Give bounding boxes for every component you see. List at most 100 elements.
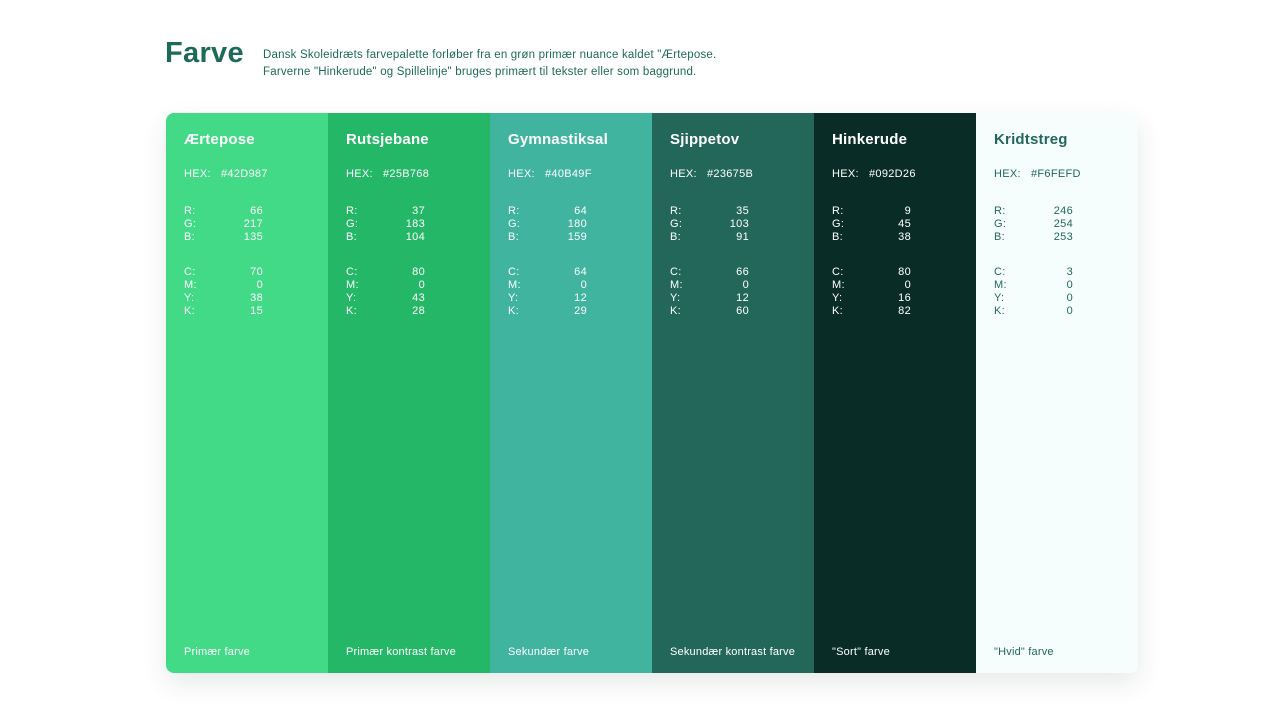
cmyk-row-c: C: 66: [670, 266, 749, 279]
cmyk-row-m: M: 0: [346, 279, 425, 292]
hex-value: #23675B: [707, 168, 754, 180]
cmyk-row-y: Y: 12: [670, 292, 749, 305]
g-value: 103: [729, 218, 749, 230]
m-value: 0: [904, 279, 911, 291]
k-label: K:: [184, 305, 195, 317]
rgb-row-r: R: 66: [184, 205, 263, 218]
b-label: B:: [346, 231, 357, 243]
m-label: M:: [346, 279, 359, 291]
hex-value: #F6FEFD: [1031, 168, 1081, 180]
swatch-name: Gymnastiksal: [508, 131, 608, 148]
cmyk-row-k: K: 28: [346, 305, 425, 318]
page-description-line-1: Dansk Skoleidræts farvepalette forløber …: [263, 49, 717, 61]
rgb-row-b: B: 104: [346, 231, 425, 244]
k-label: K:: [346, 305, 357, 317]
r-label: R:: [670, 205, 682, 217]
k-value: 15: [250, 305, 263, 317]
hex-row: HEX: #092D26: [832, 168, 958, 181]
hex-label: HEX:: [832, 168, 859, 180]
k-label: K:: [670, 305, 681, 317]
swatch-caption: "Sort" farve: [832, 646, 890, 658]
k-label: K:: [832, 305, 843, 317]
r-value: 9: [904, 205, 911, 217]
y-value: 38: [250, 292, 263, 304]
swatch-name: Hinkerude: [832, 131, 908, 148]
rgb-row-r: R: 64: [508, 205, 587, 218]
color-palette-strip: Ærtepose HEX: #42D987 R: 66 G: 217 B: 135 C…: [166, 113, 1138, 673]
g-value: 254: [1053, 218, 1073, 230]
cmyk-values: C: 80 M: 0 Y: 43 K: 28: [346, 266, 425, 318]
g-label: G:: [184, 218, 197, 230]
cmyk-row-c: C: 80: [832, 266, 911, 279]
cmyk-row-m: M: 0: [670, 279, 749, 292]
rgb-row-b: B: 91: [670, 231, 749, 244]
b-label: B:: [184, 231, 195, 243]
cmyk-row-c: C: 80: [346, 266, 425, 279]
hex-label: HEX:: [508, 168, 535, 180]
cmyk-row-k: K: 29: [508, 305, 587, 318]
hex-label: HEX:: [670, 168, 697, 180]
hex-value: #40B49F: [545, 168, 592, 180]
cmyk-row-c: C: 64: [508, 266, 587, 279]
cmyk-row-c: C: 70: [184, 266, 263, 279]
cmyk-values: C: 80 M: 0 Y: 16 K: 82: [832, 266, 911, 318]
swatch-name: Rutsjebane: [346, 131, 429, 148]
cmyk-row-m: M: 0: [832, 279, 911, 292]
k-label: K:: [994, 305, 1005, 317]
g-label: G:: [832, 218, 845, 230]
rgb-row-g: G: 217: [184, 218, 263, 231]
rgb-row-g: G: 45: [832, 218, 911, 231]
hex-row: HEX: #25B768: [346, 168, 472, 181]
k-value: 82: [898, 305, 911, 317]
swatch-column-gymnastiksal: Gymnastiksal HEX: #40B49F R: 64 G: 180 B: 1…: [490, 113, 652, 673]
swatch-column-hinkerude: Hinkerude HEX: #092D26 R: 9 G: 45 B: 38 C: 8…: [814, 113, 976, 673]
swatch-name: Ærtepose: [184, 131, 255, 148]
c-value: 70: [250, 266, 263, 278]
m-label: M:: [670, 279, 683, 291]
m-value: 0: [418, 279, 425, 291]
page-description: Dansk Skoleidræts farvepalette forløber …: [263, 47, 716, 80]
hex-value: #42D987: [221, 168, 268, 180]
b-value: 135: [243, 231, 263, 243]
cmyk-values: C: 64 M: 0 Y: 12 K: 29: [508, 266, 587, 318]
c-label: C:: [670, 266, 682, 278]
g-label: G:: [508, 218, 521, 230]
m-value: 0: [256, 279, 263, 291]
r-value: 246: [1053, 205, 1073, 217]
swatch-caption: "Hvid" farve: [994, 646, 1054, 658]
cmyk-values: C: 3 M: 0 Y: 0 K: 0: [994, 266, 1073, 318]
rgb-values: R: 9 G: 45 B: 38: [832, 205, 911, 244]
y-label: Y:: [346, 292, 357, 304]
cmyk-row-y: Y: 38: [184, 292, 263, 305]
hex-value: #25B768: [383, 168, 430, 180]
g-label: G:: [994, 218, 1007, 230]
swatch-caption: Primær farve: [184, 646, 250, 658]
b-value: 38: [898, 231, 911, 243]
c-value: 80: [898, 266, 911, 278]
k-value: 0: [1066, 305, 1073, 317]
b-label: B:: [508, 231, 519, 243]
y-value: 12: [736, 292, 749, 304]
cmyk-row-y: Y: 16: [832, 292, 911, 305]
swatch-column-rutsjebane: Rutsjebane HEX: #25B768 R: 37 G: 183 B: 104…: [328, 113, 490, 673]
y-label: Y:: [508, 292, 519, 304]
cmyk-row-c: C: 3: [994, 266, 1073, 279]
cmyk-row-y: Y: 0: [994, 292, 1073, 305]
hex-label: HEX:: [184, 168, 211, 180]
cmyk-values: C: 66 M: 0 Y: 12 K: 60: [670, 266, 749, 318]
swatch-name: Kridtstreg: [994, 131, 1068, 148]
m-label: M:: [508, 279, 521, 291]
swatch-caption: Sekundær kontrast farve: [670, 646, 796, 658]
y-label: Y:: [832, 292, 843, 304]
g-value: 45: [898, 218, 911, 230]
c-label: C:: [346, 266, 358, 278]
k-label: K:: [508, 305, 519, 317]
rgb-row-g: G: 103: [670, 218, 749, 231]
c-value: 3: [1066, 266, 1073, 278]
rgb-values: R: 37 G: 183 B: 104: [346, 205, 425, 244]
hex-row: HEX: #42D987: [184, 168, 310, 181]
b-label: B:: [670, 231, 681, 243]
cmyk-values: C: 70 M: 0 Y: 38 K: 15: [184, 266, 263, 318]
k-value: 28: [412, 305, 425, 317]
